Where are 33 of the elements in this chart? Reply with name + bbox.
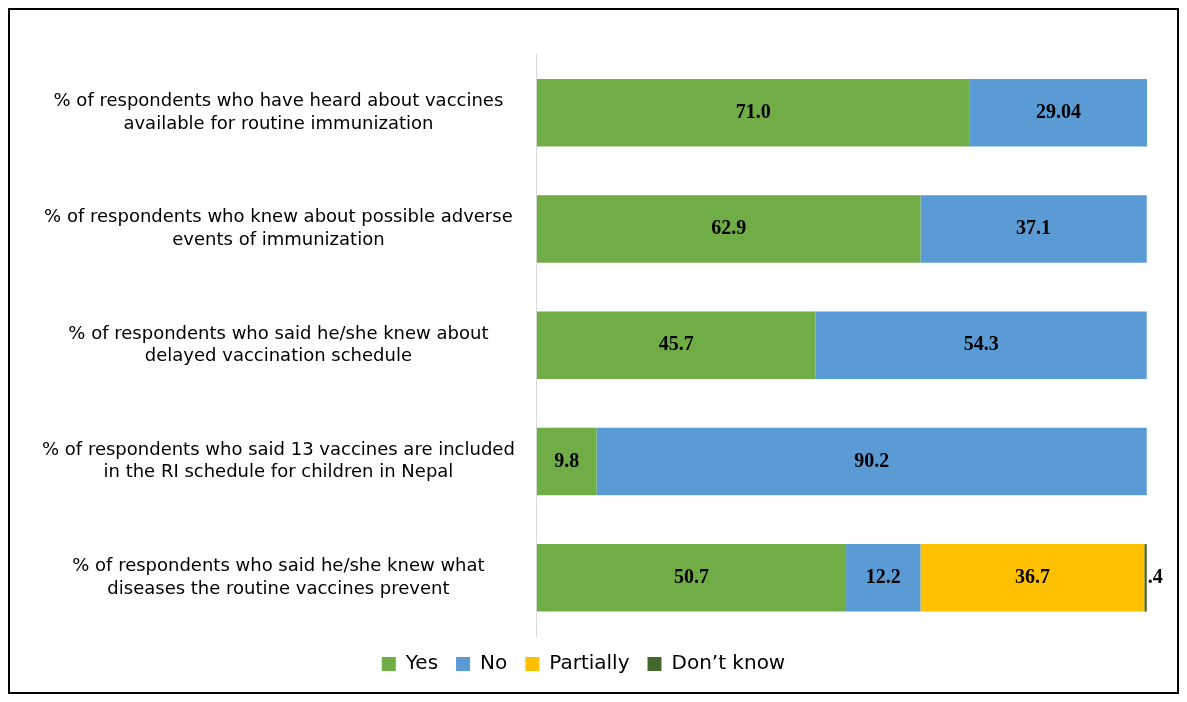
data-label: 62.9 <box>711 216 747 239</box>
bar <box>536 544 847 612</box>
bar <box>969 78 1147 147</box>
y-tick-label: % of respondents who knew about possible adverse events of immunization <box>44 205 513 249</box>
y-tick-label: % of respondents who said 13 vaccines are included in the RI schedule for children in Nepal <box>42 437 515 482</box>
bar <box>920 195 1147 263</box>
legend-label: No <box>480 650 508 675</box>
bar <box>596 427 1147 496</box>
bar <box>536 195 921 263</box>
data-label: 45.7 <box>658 332 694 355</box>
data-label: 9.8 <box>554 448 580 471</box>
data-label: 54.3 <box>963 332 999 355</box>
data-label: 12.2 <box>865 565 901 588</box>
data-label: 50.7 <box>673 565 709 588</box>
legend-label: Don’t know <box>671 650 786 675</box>
legend-label: Partially <box>549 650 630 675</box>
bar <box>536 427 597 496</box>
legend-label: Yes <box>404 650 439 675</box>
data-label: 29.04 <box>1035 99 1081 122</box>
data-label: .4 <box>1147 565 1163 588</box>
bar <box>1144 544 1147 612</box>
data-label: 71.0 <box>735 99 771 122</box>
data-label: 36.7 <box>1014 565 1050 588</box>
data-label: 90.2 <box>854 448 890 471</box>
bar <box>536 311 816 379</box>
bar <box>536 78 970 147</box>
y-tick-label: % of respondents who have heard about vaccines available for routine immunization <box>53 89 504 133</box>
y-tick-label: % of respondents who said he/she knew about delayed vaccination schedule <box>68 321 489 366</box>
data-label: 37.1 <box>1016 216 1052 239</box>
bar <box>846 544 921 612</box>
y-tick-label: % of respondents who said he/she knew what diseases the routine vaccines prevent <box>72 554 485 598</box>
bar <box>920 544 1145 612</box>
bar <box>815 311 1147 379</box>
